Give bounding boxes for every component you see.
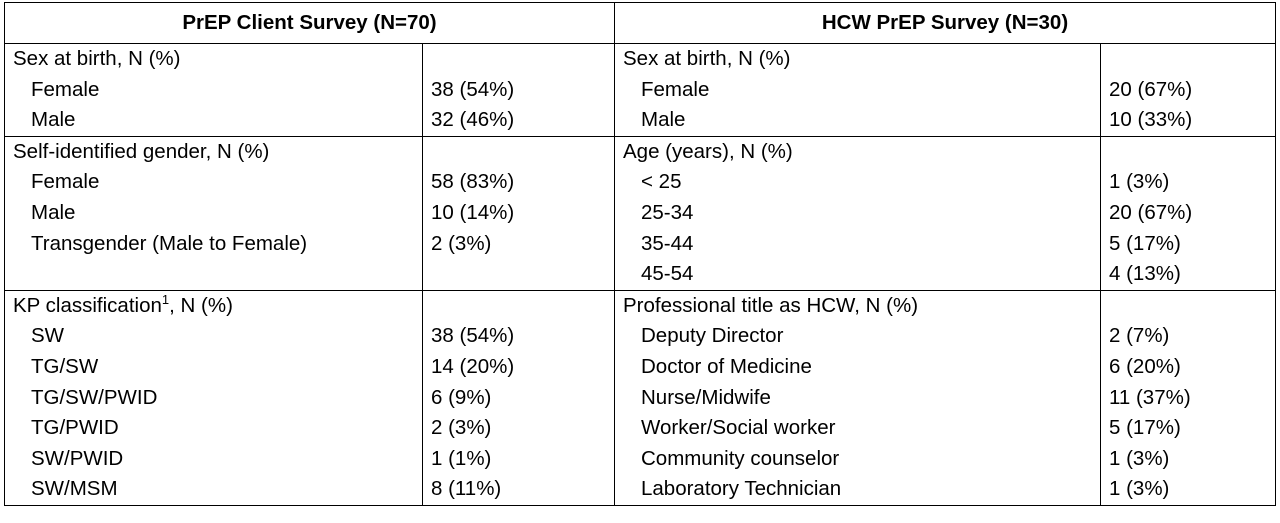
table-row: SW 38 (54%) Deputy Director 2 (7%) [4,321,1276,352]
client-value: 2 (3%) [422,228,615,260]
hcw-item-label: Deputy Director [614,321,1101,352]
client-value: 10 (14%) [422,197,615,229]
hcw-item-label: Worker/Social worker [614,413,1101,444]
hcw-item-label: Community counselor [614,443,1101,475]
hcw-item-label: Doctor of Medicine [614,351,1101,383]
hcw-value: 20 (67%) [1100,197,1276,229]
client-value: 6 (9%) [422,382,615,414]
client-label-text: Male [31,200,76,224]
hcw-value: 5 (17%) [1100,413,1276,444]
hcw-value [1100,42,1276,75]
client-value: 58 (83%) [422,167,615,198]
client-label-text: Transgender (Male to Female) [31,231,308,255]
client-item-label: Male [4,105,423,137]
client-label-text: KP classification [13,293,162,317]
hcw-item-label: 35-44 [614,228,1101,260]
survey-demographics-table: PrEP Client Survey (N=70) HCW PrEP Surve… [4,2,1276,506]
hcw-value: 1 (3%) [1100,474,1276,506]
client-value: 1 (1%) [422,443,615,475]
client-label-text: Self-identified gender, N (%) [13,139,270,163]
client-label-text: Female [31,77,100,101]
client-label-text: TG/PWID [31,416,119,440]
client-item-label: TG/SW [4,351,423,383]
hcw-item-label: Male [614,105,1101,137]
client-value [422,259,615,291]
client-item-label: TG/PWID [4,413,423,444]
table-row: SW/PWID 1 (1%) Community counselor 1 (3%) [4,443,1276,475]
hcw-group-label: Age (years), N (%) [614,135,1101,168]
table-body: Sex at birth, N (%) Sex at birth, N (%) Fe… [4,42,1276,506]
hcw-value: 4 (13%) [1100,259,1276,291]
hcw-value: 1 (3%) [1100,443,1276,475]
hcw-item-label: < 25 [614,167,1101,198]
client-value [422,42,615,75]
hcw-item-label: Nurse/Midwife [614,382,1101,414]
client-value: 32 (46%) [422,105,615,137]
client-value: 38 (54%) [422,74,615,106]
client-value: 2 (3%) [422,413,615,444]
client-item-label: Female [4,74,423,106]
client-label-text: TG/SW/PWID [31,385,158,409]
client-value: 8 (11%) [422,474,615,506]
table-row: Self-identified gender, N (%) Age (years)… [4,135,1276,168]
header-row: PrEP Client Survey (N=70) HCW PrEP Surve… [4,2,1276,44]
hcw-value: 10 (33%) [1100,105,1276,137]
footnote-marker: 1 [161,291,170,307]
hcw-value: 2 (7%) [1100,321,1276,352]
table-row: SW/MSM 8 (11%) Laboratory Technician 1 (3%) [4,474,1276,506]
client-value [422,289,615,322]
client-item-label [4,259,423,291]
table-row: TG/SW 14 (20%) Doctor of Medicine 6 (20%) [4,351,1276,383]
hcw-value: 5 (17%) [1100,228,1276,260]
table-row: TG/SW/PWID 6 (9%) Nurse/Midwife 11 (37%) [4,382,1276,414]
client-label-text: SW [31,324,65,348]
client-group-label: Self-identified gender, N (%) [4,135,423,168]
hcw-group-label: Sex at birth, N (%) [614,42,1101,75]
client-item-label: Transgender (Male to Female) [4,228,423,260]
hcw-item-label: Laboratory Technician [614,474,1101,506]
client-label-suffix: , N (%) [169,293,233,317]
client-group-label: Sex at birth, N (%) [4,42,423,75]
table-row: Female 58 (83%) < 25 1 (3%) [4,167,1276,198]
hcw-item-label: 45-54 [614,259,1101,291]
client-label-text: SW/MSM [31,477,118,501]
table-row: Male 32 (46%) Male 10 (33%) [4,105,1276,137]
client-label-text: Male [31,108,76,132]
client-label-text: Female [31,170,100,194]
client-group-label: KP classification1, N (%) [4,289,423,322]
client-value: 38 (54%) [422,321,615,352]
hcw-value: 6 (20%) [1100,351,1276,383]
table-row: 45-54 4 (13%) [4,259,1276,291]
hcw-value [1100,289,1276,322]
table-row: Sex at birth, N (%) Sex at birth, N (%) [4,42,1276,75]
client-survey-header: PrEP Client Survey (N=70) [4,2,615,44]
client-item-label: TG/SW/PWID [4,382,423,414]
client-label-text: SW/PWID [31,446,124,470]
hcw-value: 20 (67%) [1100,74,1276,106]
client-value [422,135,615,168]
client-value: 14 (20%) [422,351,615,383]
hcw-value: 1 (3%) [1100,167,1276,198]
client-item-label: SW/PWID [4,443,423,475]
table-row: KP classification1, N (%) Professional ti… [4,289,1276,322]
hcw-value: 11 (37%) [1100,382,1276,414]
client-item-label: SW/MSM [4,474,423,506]
client-item-label: SW [4,321,423,352]
hcw-item-label: 25-34 [614,197,1101,229]
table-row: Transgender (Male to Female) 2 (3%) 35-44 5… [4,228,1276,260]
hcw-survey-header: HCW PrEP Survey (N=30) [614,2,1276,44]
client-item-label: Female [4,167,423,198]
table-row: Male 10 (14%) 25-34 20 (67%) [4,197,1276,229]
hcw-value [1100,135,1276,168]
hcw-item-label: Female [614,74,1101,106]
hcw-group-label: Professional title as HCW, N (%) [614,289,1101,322]
client-item-label: Male [4,197,423,229]
table-row: Female 38 (54%) Female 20 (67%) [4,74,1276,106]
client-label-text: TG/SW [31,354,99,378]
table-row: TG/PWID 2 (3%) Worker/Social worker 5 (17%) [4,413,1276,444]
client-label-text: Sex at birth, N (%) [13,47,181,70]
